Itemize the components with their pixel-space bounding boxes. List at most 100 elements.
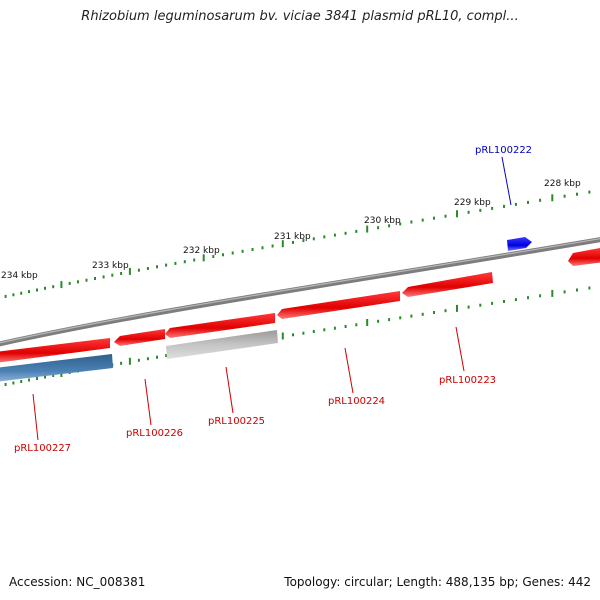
- outer-tick: [183, 260, 186, 264]
- topology-text: Topology: circular; Length: 488,135 bp; …: [284, 575, 591, 589]
- inner-tick: [355, 323, 358, 327]
- inner-tick: [421, 312, 424, 316]
- outer-tick: [588, 190, 591, 194]
- outer-tick: [128, 267, 131, 275]
- gene-pRL100225-arrow[interactable]: [165, 313, 275, 338]
- outer-tick: [444, 214, 447, 218]
- gene-steel-block[interactable]: [0, 354, 113, 382]
- outer-tick: [137, 268, 140, 272]
- gene-label-pRL100226[interactable]: pRL100226: [126, 428, 183, 439]
- inner-tick: [156, 355, 158, 359]
- gene-pRL100226-arrow[interactable]: [114, 329, 165, 346]
- outer-tick: [165, 263, 168, 267]
- inner-tick: [12, 381, 15, 385]
- outer-tick: [421, 218, 424, 222]
- outer-tick: [514, 202, 517, 206]
- gene-pRL100227-arrow[interactable]: [0, 338, 110, 363]
- accession-text: Accession: NC_008381: [9, 575, 146, 589]
- outer-tick: [366, 225, 369, 233]
- inner-tick: [399, 316, 402, 320]
- tick-label-232: 232 kbp: [183, 246, 220, 256]
- map-title: Rhizobium leguminosarum bv. viciae 3841 …: [81, 9, 519, 24]
- gene-label-pRL100224[interactable]: pRL100224: [328, 396, 385, 407]
- outer-tick: [156, 265, 158, 269]
- inner-tick: [576, 288, 578, 292]
- outer-tick: [60, 281, 63, 289]
- outer-tick: [491, 206, 494, 210]
- outer-tick: [410, 220, 413, 224]
- inner-tick: [44, 375, 46, 379]
- outer-tick: [20, 291, 23, 295]
- inner-tick: [366, 319, 369, 326]
- inner-tick-marks: [4, 286, 591, 386]
- outer-tick: [467, 210, 470, 214]
- outer-tick: [344, 231, 347, 235]
- outer-tick: [52, 285, 55, 289]
- inner-tick: [323, 328, 326, 332]
- inner-tick: [312, 330, 315, 333]
- inner-tick: [456, 304, 458, 312]
- gene-pRL100223-arrow[interactable]: [402, 272, 493, 297]
- inner-tick: [479, 303, 482, 307]
- inner-tick: [128, 357, 131, 365]
- inner-tick: [467, 305, 470, 309]
- outer-tick: [281, 240, 284, 248]
- inner-tick: [28, 378, 30, 382]
- outer-tick: [563, 194, 566, 198]
- outer-tick: [241, 249, 244, 253]
- outer-tick: [527, 200, 529, 204]
- inner-tick: [137, 358, 140, 362]
- outer-tick: [4, 294, 7, 298]
- inner-tick: [377, 319, 380, 323]
- outer-tick: [388, 224, 391, 228]
- tick-label-230: 230 kbp: [364, 216, 401, 226]
- inner-tick: [514, 298, 517, 302]
- outer-tick: [202, 254, 205, 262]
- gene-pRL100222-arrow[interactable]: [507, 237, 532, 251]
- inner-tick: [146, 357, 149, 361]
- outer-tick: [433, 216, 435, 220]
- outer-tick-marks: [4, 190, 591, 298]
- gene-label-pRL100223[interactable]: pRL100223: [439, 375, 496, 386]
- outer-tick: [193, 258, 196, 262]
- inner-tick: [444, 309, 447, 313]
- outer-tick: [111, 273, 114, 277]
- inner-tick: [52, 374, 55, 377]
- inner-tick: [4, 383, 7, 386]
- outer-tick: [77, 280, 79, 284]
- outer-tick: [312, 237, 315, 241]
- gene-label-pRL100227[interactable]: pRL100227: [14, 443, 71, 454]
- outer-tick: [36, 288, 38, 292]
- outer-tick: [212, 255, 215, 258]
- tick-label-228: 228 kbp: [544, 179, 581, 189]
- inner-tick: [588, 286, 591, 290]
- outer-tick: [174, 261, 177, 265]
- backbone-highlight: [0, 238, 600, 344]
- outer-tick: [251, 248, 254, 251]
- outer-tick: [261, 246, 264, 250]
- outer-tick: [271, 244, 274, 248]
- tick-label-234: 234 kbp: [1, 271, 38, 281]
- backbone: [0, 237, 600, 347]
- gene-label-pRL100222[interactable]: pRL100222: [475, 145, 532, 156]
- inner-tick: [503, 300, 505, 303]
- inner-tick: [333, 326, 336, 330]
- outer-tick: [94, 277, 96, 280]
- gene-label-pRL100225[interactable]: pRL100225: [208, 416, 265, 427]
- inner-tick: [539, 294, 542, 298]
- leader-lines: [32, 156, 512, 441]
- gene-partial-right-arrow[interactable]: [568, 247, 600, 266]
- inner-tick: [302, 331, 305, 335]
- tick-label-233: 233 kbp: [92, 261, 129, 271]
- outer-tick: [333, 233, 336, 237]
- gene-pRL100224-arrow[interactable]: [277, 291, 400, 319]
- outer-tick: [102, 275, 105, 279]
- outer-tick: [503, 204, 505, 208]
- outer-tick: [120, 272, 123, 275]
- outer-tick: [44, 286, 46, 290]
- gene-grey-block[interactable]: [166, 330, 278, 359]
- outer-tick: [231, 251, 234, 255]
- outer-tick: [323, 235, 326, 239]
- outer-tick: [302, 239, 305, 243]
